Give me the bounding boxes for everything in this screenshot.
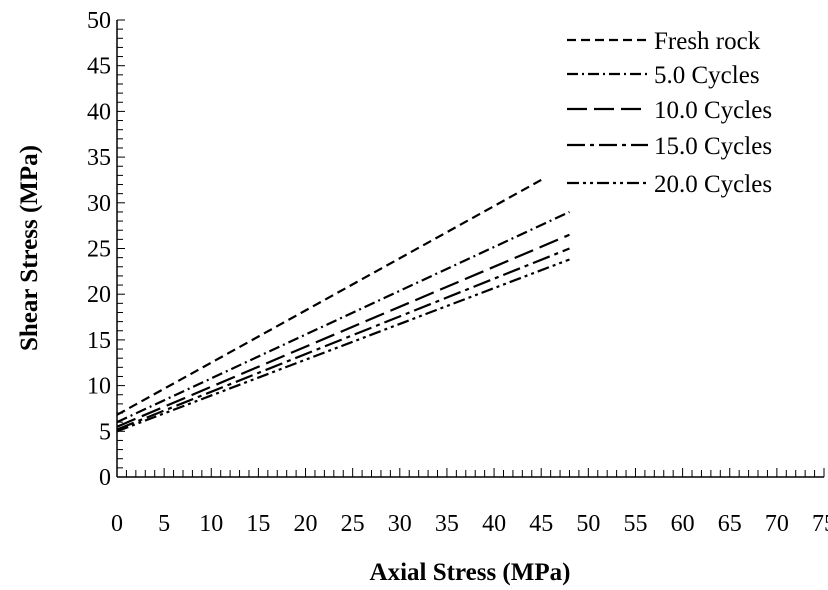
legend: Fresh rock 5.0 Cycles 10.0 Cycles 15.0 Cycl… bbox=[567, 28, 772, 198]
y-tick-labels: 0 5 10 15 20 25 30 35 40 45 50 bbox=[87, 8, 111, 491]
x-tick-label: 40 bbox=[482, 511, 506, 537]
y-tick-label: 30 bbox=[87, 191, 111, 217]
y-minor-ticks bbox=[117, 19, 125, 478]
legend-label: 15.0 Cycles bbox=[654, 133, 772, 160]
series-line-2 bbox=[116, 210, 570, 424]
legend-label: 10.0 Cycles bbox=[654, 97, 772, 124]
y-tick-label: 15 bbox=[87, 328, 111, 354]
y-tick-label: 0 bbox=[99, 465, 111, 491]
x-tick-label: 75 bbox=[812, 511, 828, 537]
x-tick-label: 55 bbox=[623, 511, 647, 537]
x-tick-label: 0 bbox=[111, 511, 123, 537]
x-tick-label: 20 bbox=[294, 511, 318, 537]
y-tick-label: 5 bbox=[99, 419, 111, 445]
x-tick-label: 65 bbox=[718, 511, 742, 537]
series-line-3 bbox=[116, 233, 570, 428]
y-tick-label: 50 bbox=[87, 8, 111, 34]
y-axis-title: Shear Stress (MPa) bbox=[16, 145, 43, 351]
series-lines bbox=[116, 178, 570, 433]
x-tick-labels: 0 5 10 15 20 25 30 35 40 45 50 55 60 65 70 75 bbox=[111, 511, 828, 537]
x-tick-label: 25 bbox=[341, 511, 365, 537]
x-tick-label: 30 bbox=[388, 511, 412, 537]
y-tick-label: 10 bbox=[87, 374, 111, 400]
series-line-1 bbox=[116, 178, 542, 416]
y-tick-label: 35 bbox=[87, 145, 111, 171]
y-tick-label: 45 bbox=[87, 54, 111, 80]
legend-label: Fresh rock bbox=[654, 28, 761, 55]
x-tick-label: 45 bbox=[529, 511, 553, 537]
y-tick-label: 25 bbox=[87, 237, 111, 263]
y-tick-label: 20 bbox=[87, 282, 111, 308]
x-tick-label: 35 bbox=[435, 511, 459, 537]
x-tick-label: 70 bbox=[765, 511, 789, 537]
legend-label: 20.0 Cycles bbox=[654, 171, 772, 198]
x-tick-label: 60 bbox=[671, 511, 695, 537]
x-tick-label: 15 bbox=[246, 511, 270, 537]
x-tick-label: 50 bbox=[576, 511, 600, 537]
x-minor-ticks bbox=[116, 468, 825, 477]
x-tick-label: 5 bbox=[158, 511, 170, 537]
series-line-4 bbox=[116, 247, 570, 431]
x-tick-label: 10 bbox=[199, 511, 223, 537]
y-tick-label: 40 bbox=[87, 99, 111, 125]
series-line-5 bbox=[116, 258, 570, 433]
x-axis-title: Axial Stress (MPa) bbox=[370, 559, 571, 586]
legend-label: 5.0 Cycles bbox=[654, 62, 760, 89]
plot-area: 0 5 10 15 20 25 30 35 40 45 50 0 5 10 15 20 25 30 35 40 45 5… bbox=[87, 8, 828, 537]
